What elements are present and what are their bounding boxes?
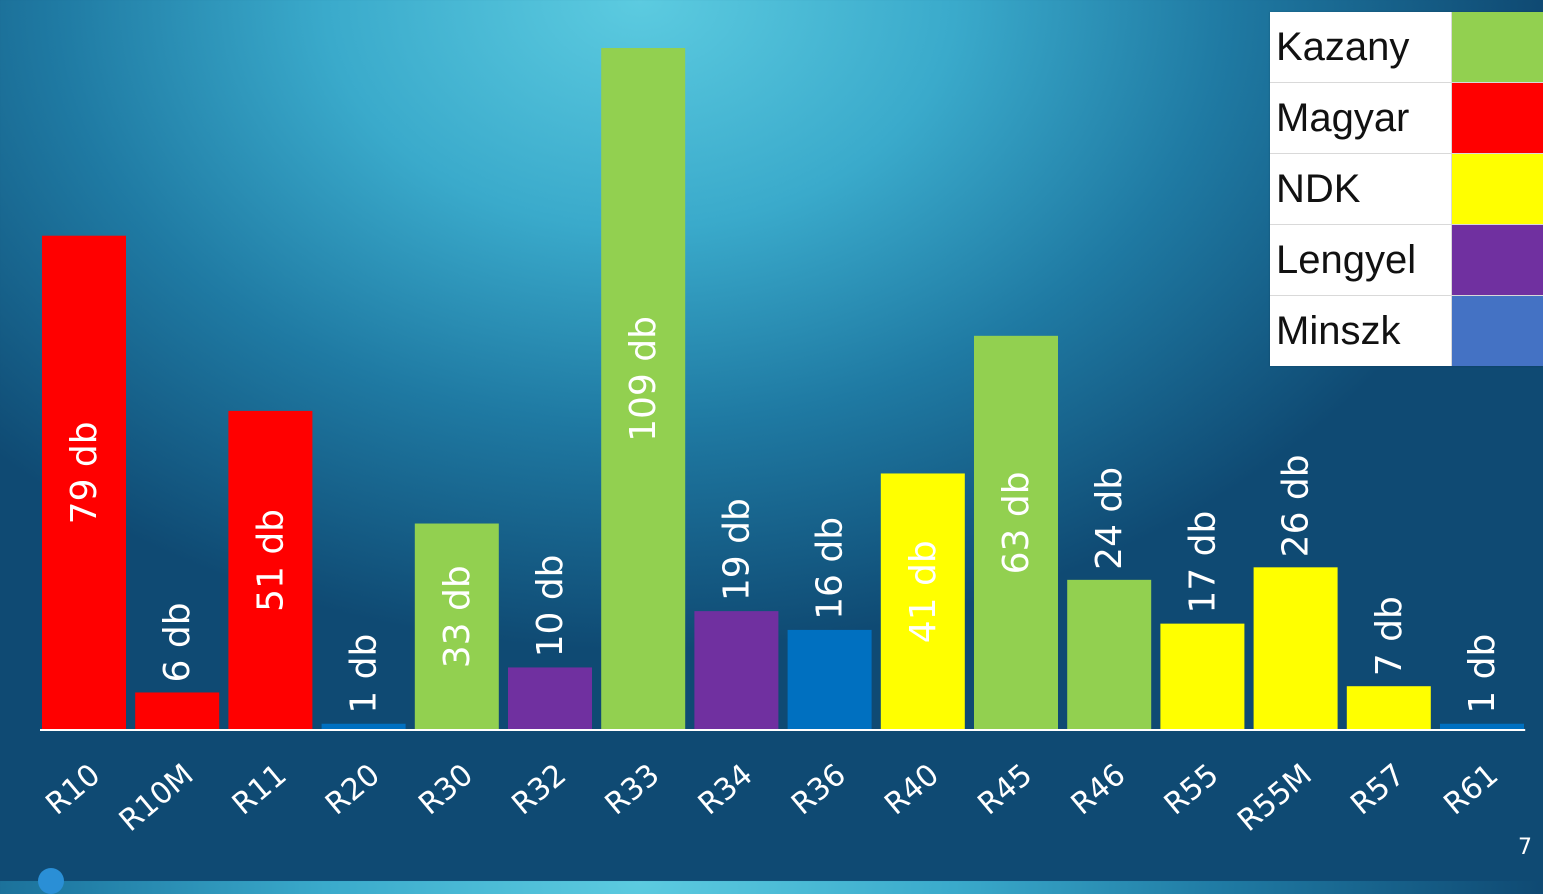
legend-item-minszk: Minszk — [1270, 296, 1543, 366]
data-label-r55: 17 db — [1182, 511, 1223, 614]
bar-r11 — [228, 410, 313, 730]
data-label-r10: 79 db — [64, 421, 105, 524]
bar-r10m — [135, 692, 220, 730]
bar-r45 — [974, 335, 1058, 730]
legend-swatch — [1452, 83, 1543, 153]
data-label-r40: 41 db — [903, 540, 944, 643]
bars-group — [42, 48, 1524, 730]
bar-r61 — [1440, 723, 1524, 730]
legend-label: Magyar — [1270, 83, 1452, 153]
tick-label-r10m: R10M — [113, 757, 201, 838]
legend-item-ndk: NDK — [1270, 154, 1543, 225]
legend-label: Lengyel — [1270, 225, 1452, 295]
tick-label-r40: R40 — [878, 757, 946, 822]
legend-swatch — [1452, 12, 1543, 82]
data-label-r46: 24 db — [1089, 467, 1130, 570]
data-labels-group: 79 db 6 db 51 db 1 db 33 db 10 db 109 db 19 db 1… — [64, 316, 1503, 714]
bar-r33 — [601, 48, 686, 730]
data-label-r11: 51 db — [250, 509, 291, 612]
tick-label-r33: R33 — [599, 757, 667, 822]
tick-label-r55m: R55M — [1231, 757, 1319, 838]
legend-swatch — [1452, 225, 1543, 295]
bar-r30 — [414, 523, 499, 730]
data-label-r55m: 26 db — [1276, 454, 1317, 557]
data-label-r61: 1 db — [1462, 634, 1503, 714]
page-number: 7 — [1518, 835, 1532, 860]
tick-label-r46: R46 — [1065, 757, 1133, 822]
data-label-r57: 7 db — [1369, 596, 1410, 676]
tick-label-r45: R45 — [971, 757, 1039, 822]
bar-r57 — [1346, 686, 1431, 730]
data-label-r36: 16 db — [810, 517, 851, 620]
bar-r10 — [42, 235, 126, 730]
tick-label-r61: R61 — [1437, 757, 1505, 822]
tick-label-r20: R20 — [319, 757, 387, 822]
data-label-r20: 1 db — [344, 634, 385, 714]
bar-r55 — [1160, 623, 1245, 730]
tick-label-r11: R11 — [226, 757, 294, 822]
tick-labels-group: R10 R10M R11 R20 R30 R32 R33 R34 R36 R40 R45 R46 R55… — [39, 757, 1505, 838]
legend-item-kazany: Kazany — [1270, 12, 1543, 83]
tick-label-r34: R34 — [692, 757, 760, 822]
tick-label-r55: R55 — [1158, 757, 1226, 822]
bar-r55m — [1253, 567, 1338, 730]
data-label-r33: 109 db — [623, 316, 664, 442]
tick-label-r57: R57 — [1344, 757, 1412, 822]
bar-r32 — [508, 667, 592, 730]
tick-label-r30: R30 — [412, 757, 480, 822]
legend-label: Minszk — [1270, 296, 1452, 366]
legend-item-lengyel: Lengyel — [1270, 225, 1543, 296]
bar-r46 — [1067, 579, 1152, 730]
legend-item-magyar: Magyar — [1270, 83, 1543, 154]
bar-r34 — [694, 611, 779, 730]
tick-label-r36: R36 — [785, 757, 853, 822]
legend-swatch — [1452, 154, 1543, 224]
data-label-r45: 63 db — [996, 471, 1037, 574]
legend-label: NDK — [1270, 154, 1452, 224]
bar-r40 — [880, 473, 965, 730]
bar-r20 — [321, 723, 406, 730]
tick-label-r32: R32 — [505, 757, 573, 822]
legend-swatch — [1452, 296, 1543, 366]
legend: Kazany Magyar NDK Lengyel Minszk — [1270, 12, 1543, 366]
corner-circle-icon — [38, 868, 64, 894]
data-label-r30: 33 db — [437, 565, 478, 668]
data-label-r32: 10 db — [530, 554, 571, 657]
legend-label: Kazany — [1270, 12, 1452, 82]
tick-label-r10: R10 — [39, 757, 107, 822]
data-label-r34: 19 db — [716, 498, 757, 601]
data-label-r10m: 6 db — [157, 602, 198, 682]
bar-r36 — [787, 629, 872, 730]
